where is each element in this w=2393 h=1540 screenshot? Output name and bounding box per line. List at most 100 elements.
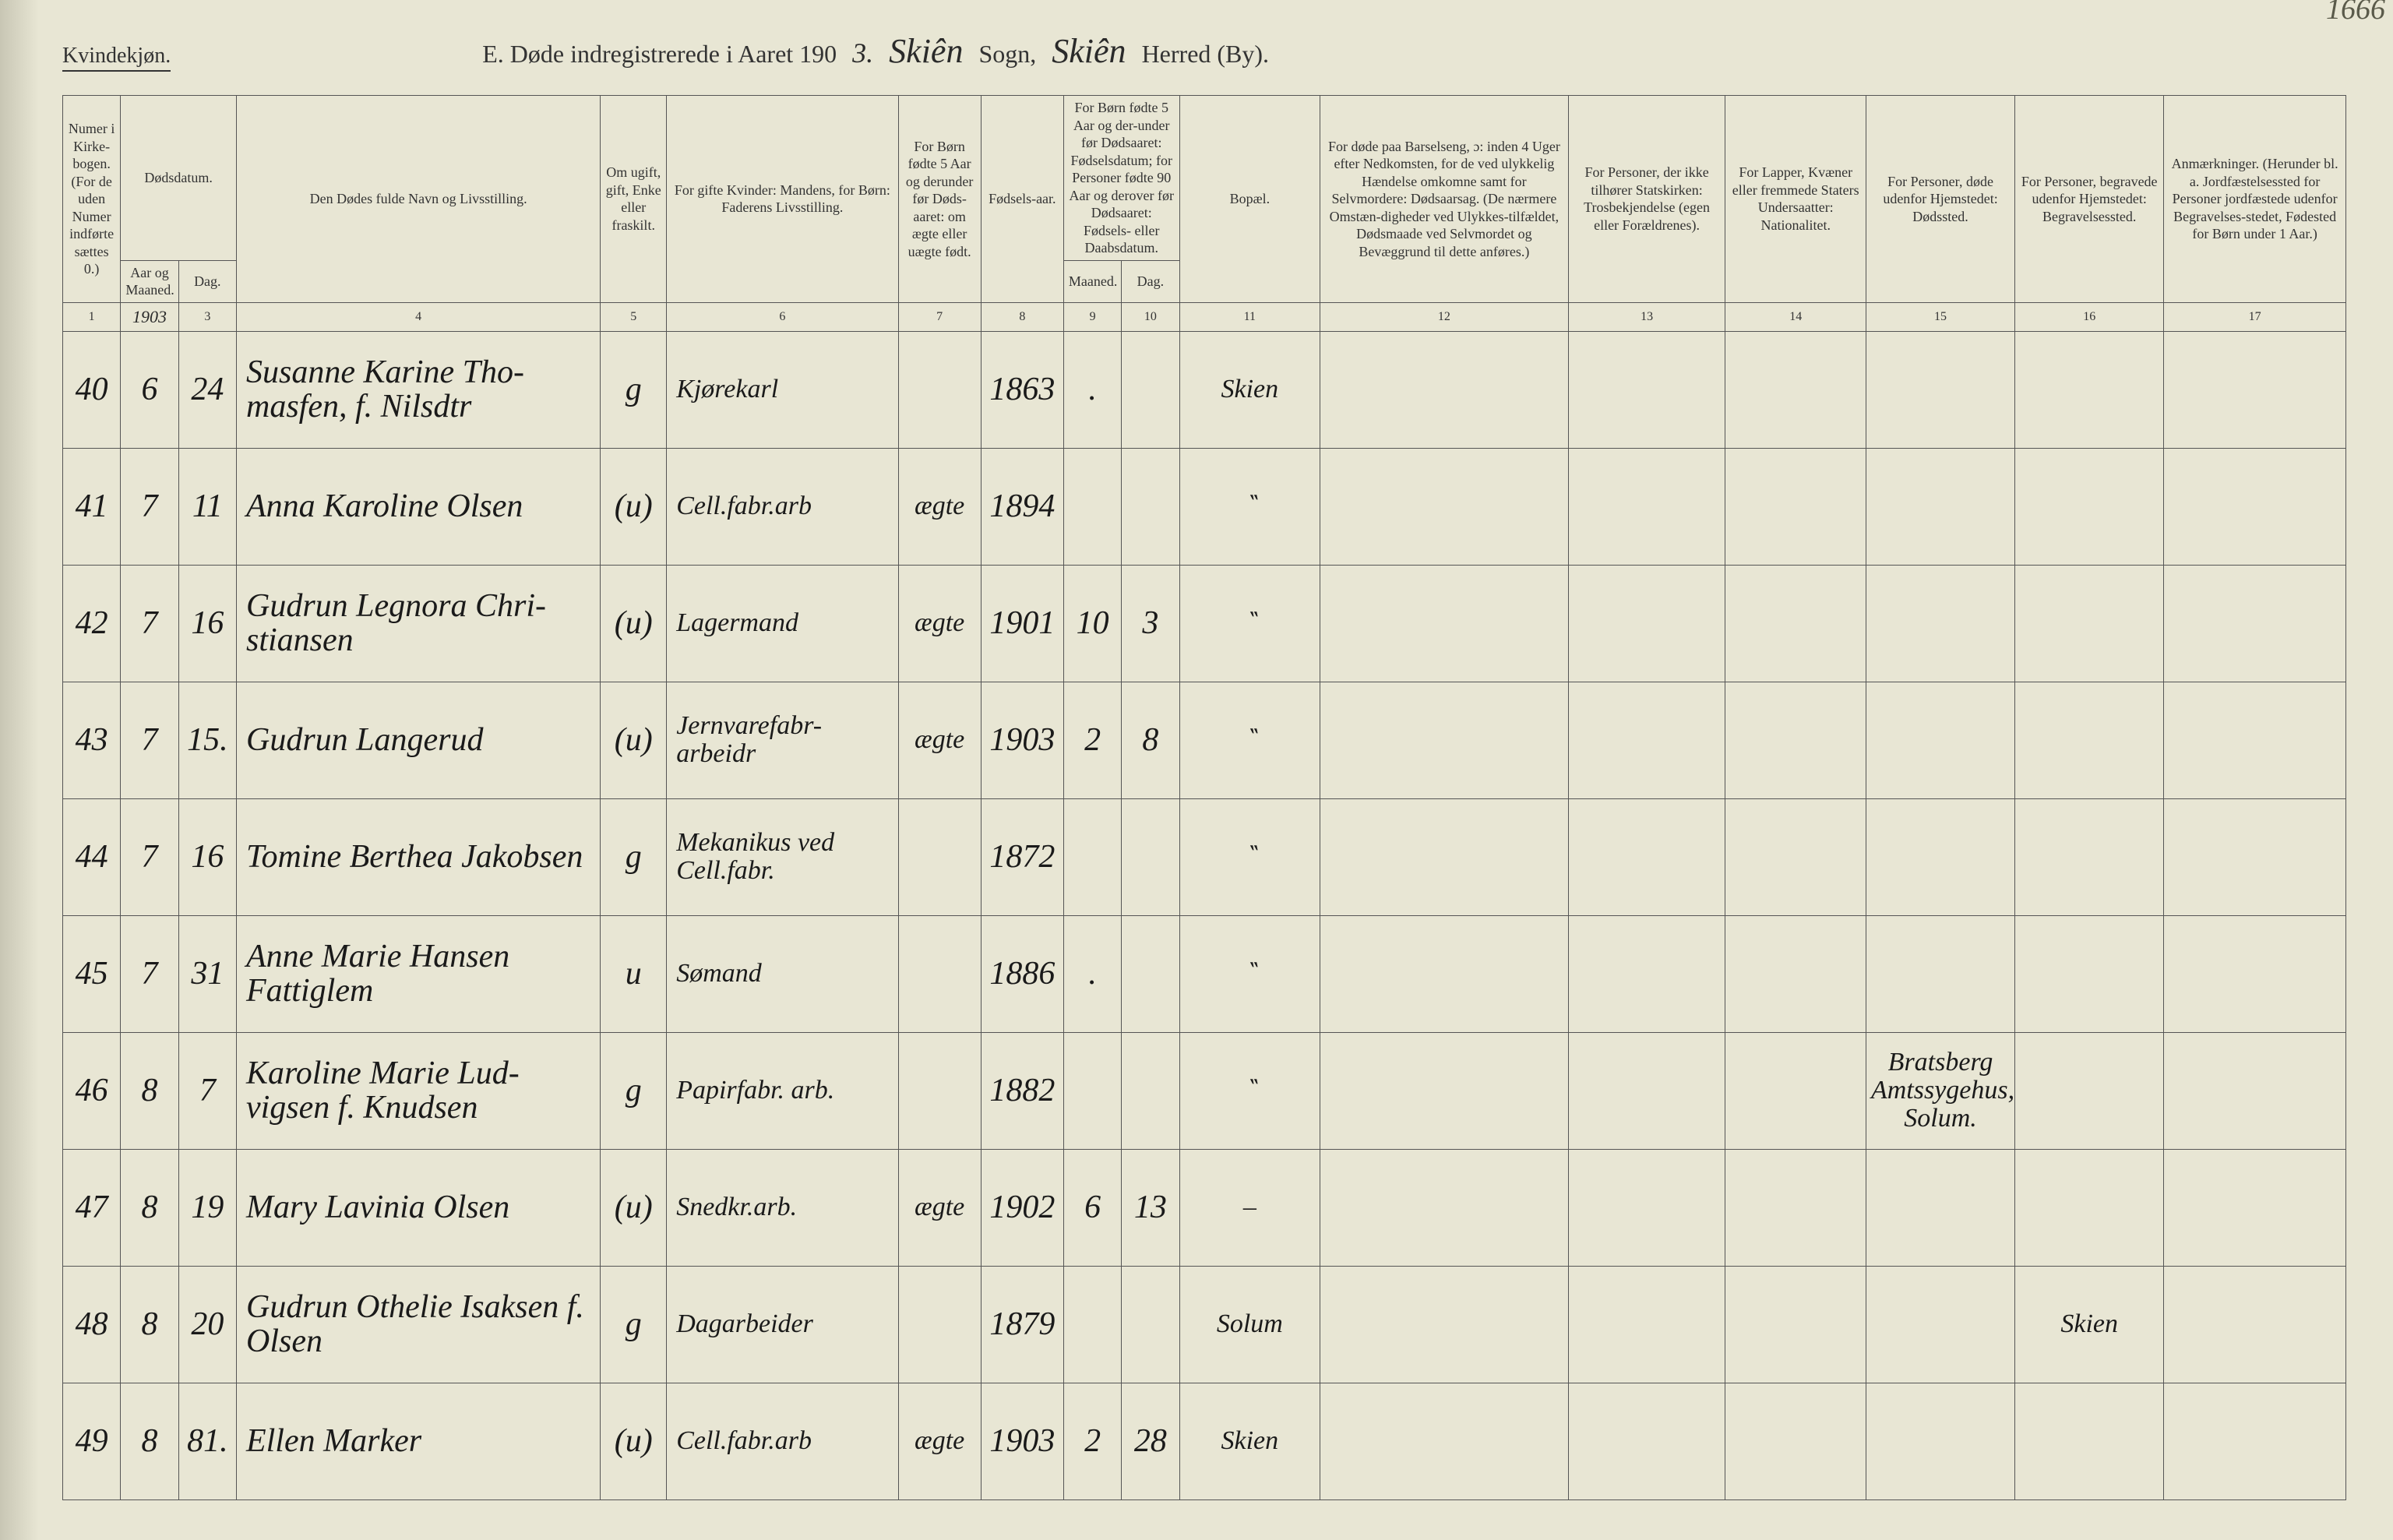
col-num: 12: [1320, 302, 1569, 331]
ledger-table: Numer i Kirke-bogen. (For de uden Numer …: [62, 95, 2346, 1500]
cell-bday: [1122, 448, 1179, 565]
cell-byear: 1902: [981, 1149, 1063, 1266]
cell-c17: [2164, 915, 2346, 1032]
cell-bopel: –: [1179, 1149, 1320, 1266]
cell-c12: [1320, 1032, 1569, 1149]
cell-occ: Lagermand: [667, 565, 898, 682]
ledger-page: 1666 Kvindekjøn. E. Døde indregistrerede…: [0, 0, 2393, 1540]
cell-bopel: ‶: [1179, 448, 1320, 565]
cell-mon: 8: [121, 1383, 178, 1499]
cell-c14: [1725, 1383, 1866, 1499]
sogn-label: Sogn,: [978, 40, 1036, 69]
cell-c17: [2164, 798, 2346, 915]
col-num: 4: [236, 302, 600, 331]
cell-mon: 7: [121, 448, 178, 565]
cell-name: Gudrun Othelie Isaksen f. Olsen: [236, 1266, 600, 1383]
cell-c15: Bratsberg Amtssygehus, Solum.: [1866, 1032, 2014, 1149]
col-num: 5: [601, 302, 667, 331]
cell-mon: 7: [121, 915, 178, 1032]
cell-byear: 1894: [981, 448, 1063, 565]
herred-handwritten: Skiên: [1052, 31, 1126, 71]
cell-c16: [2015, 448, 2164, 565]
cell-byear: 1886: [981, 915, 1063, 1032]
cell-name: Ellen Marker: [236, 1383, 600, 1499]
col-header: Dødsdatum.: [121, 96, 237, 261]
col-header: For gifte Kvinder: Mandens, for Børn: Fa…: [667, 96, 898, 303]
cell-num: 45: [63, 915, 121, 1032]
cell-c14: [1725, 1032, 1866, 1149]
cell-c15: [1866, 915, 2014, 1032]
table-row: 41711Anna Karoline Olsen(u)Cell.fabr.arb…: [63, 448, 2346, 565]
title-line: E. Døde indregistrerede i Aaret 190 3. S…: [482, 31, 1269, 71]
col-subheader: Aar og Maaned.: [121, 260, 178, 302]
sogn-handwritten: Skiên: [889, 31, 963, 71]
col-num: 16: [2015, 302, 2164, 331]
col-num: 9: [1063, 302, 1121, 331]
cell-bmon: 2: [1063, 1383, 1121, 1499]
table-row: 43715.Gudrun Langerud(u)Jernvarefabr-arb…: [63, 682, 2346, 798]
cell-name: Anna Karoline Olsen: [236, 448, 600, 565]
cell-bday: [1122, 1266, 1179, 1383]
table-header: Numer i Kirke-bogen. (For de uden Numer …: [63, 96, 2346, 303]
cell-byear: 1903: [981, 682, 1063, 798]
table-row: 49881.Ellen Marker(u)Cell.fabr.arbægte19…: [63, 1383, 2346, 1499]
col-num: 7: [898, 302, 981, 331]
col-header: Anmærkninger. (Herunder bl. a. Jordfæste…: [2164, 96, 2346, 303]
cell-occ: Cell.fabr.arb: [667, 1383, 898, 1499]
cell-c15: [1866, 331, 2014, 448]
cell-c16: [2015, 915, 2164, 1032]
cell-name: Susanne Karine Tho-masfen, f. Nilsdtr: [236, 331, 600, 448]
cell-c12: [1320, 682, 1569, 798]
cell-bopel: ‶: [1179, 565, 1320, 682]
cell-c14: [1725, 565, 1866, 682]
cell-day: 16: [178, 565, 236, 682]
cell-legit: ægte: [898, 565, 981, 682]
cell-bmon: [1063, 798, 1121, 915]
cell-c17: [2164, 565, 2346, 682]
cell-c12: [1320, 331, 1569, 448]
cell-occ: Jernvarefabr-arbeidr: [667, 682, 898, 798]
cell-bopel: ‶: [1179, 915, 1320, 1032]
cell-c13: [1568, 1383, 1725, 1499]
cell-mon: 7: [121, 565, 178, 682]
col-header: For Personer, der ikke tilhører Statskir…: [1568, 96, 1725, 303]
cell-occ: Cell.fabr.arb: [667, 448, 898, 565]
cell-legit: [898, 331, 981, 448]
col-header: For døde paa Barselseng, ɔ: inden 4 Uger…: [1320, 96, 1569, 303]
cell-bday: [1122, 915, 1179, 1032]
cell-c13: [1568, 448, 1725, 565]
cell-status: (u): [601, 1149, 667, 1266]
col-num: 1: [63, 302, 121, 331]
cell-c17: [2164, 1383, 2346, 1499]
herred-label: Herred (By).: [1142, 40, 1269, 69]
col-header: For Børn fødte 5 Aar og der-under før Dø…: [1063, 96, 1179, 261]
cell-c14: [1725, 1149, 1866, 1266]
cell-bday: [1122, 798, 1179, 915]
col-num: 8: [981, 302, 1063, 331]
cell-bopel: Solum: [1179, 1266, 1320, 1383]
table-body: 40624Susanne Karine Tho-masfen, f. Nilsd…: [63, 331, 2346, 1499]
cell-occ: Snedkr.arb.: [667, 1149, 898, 1266]
col-header: Den Dødes fulde Navn og Livsstilling.: [236, 96, 600, 303]
cell-byear: 1872: [981, 798, 1063, 915]
cell-occ: Mekanikus ved Cell.fabr.: [667, 798, 898, 915]
cell-status: (u): [601, 448, 667, 565]
cell-bopel: ‶: [1179, 682, 1320, 798]
cell-mon: 8: [121, 1032, 178, 1149]
cell-c16: [2015, 565, 2164, 682]
cell-num: 46: [63, 1032, 121, 1149]
cell-status: g: [601, 331, 667, 448]
table-row: 45731Anne Marie Hansen FattiglemuSømand1…: [63, 915, 2346, 1032]
cell-bday: [1122, 331, 1179, 448]
col-header: Bopæl.: [1179, 96, 1320, 303]
cell-c15: [1866, 798, 2014, 915]
cell-legit: ægte: [898, 1383, 981, 1499]
cell-legit: ægte: [898, 682, 981, 798]
cell-c17: [2164, 682, 2346, 798]
cell-status: g: [601, 1266, 667, 1383]
cell-bopel: Skien: [1179, 1383, 1320, 1499]
col-header: For Lapper, Kvæner eller fremmede Stater…: [1725, 96, 1866, 303]
cell-c12: [1320, 1149, 1569, 1266]
cell-name: Karoline Marie Lud-vigsen f. Knudsen: [236, 1032, 600, 1149]
cell-c15: [1866, 1266, 2014, 1383]
